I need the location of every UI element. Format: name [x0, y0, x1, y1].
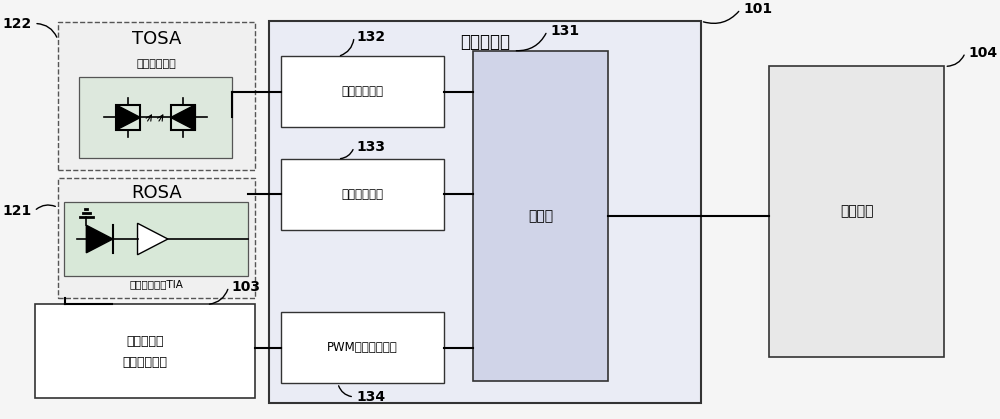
- Text: 104: 104: [968, 46, 997, 59]
- Bar: [473, 51, 608, 381]
- Bar: [281, 312, 444, 383]
- Text: 激光驱动电路: 激光驱动电路: [341, 85, 383, 98]
- Text: 存储器件: 存储器件: [840, 204, 873, 218]
- Text: 光电二极管和TIA: 光电二极管和TIA: [129, 279, 183, 289]
- Bar: [64, 202, 248, 276]
- Text: 133: 133: [357, 140, 386, 154]
- Text: PWM输出控制电路: PWM输出控制电路: [327, 341, 398, 354]
- Bar: [281, 57, 444, 127]
- Bar: [281, 159, 444, 230]
- Text: 激光发射光源: 激光发射光源: [137, 59, 176, 70]
- Text: ROSA: ROSA: [131, 184, 182, 202]
- Bar: [58, 178, 255, 297]
- Text: 光电二极管: 光电二极管: [126, 335, 164, 348]
- Bar: [769, 66, 944, 357]
- Text: 101: 101: [743, 2, 773, 16]
- Bar: [58, 22, 255, 170]
- Text: 134: 134: [357, 390, 386, 404]
- Text: 122: 122: [2, 16, 31, 31]
- Bar: [269, 21, 701, 403]
- Polygon shape: [171, 105, 195, 130]
- Text: 121: 121: [2, 204, 31, 218]
- Text: TOSA: TOSA: [132, 30, 181, 48]
- Text: 132: 132: [357, 30, 386, 44]
- Bar: [35, 305, 255, 398]
- Polygon shape: [116, 105, 140, 130]
- Polygon shape: [138, 223, 168, 255]
- Polygon shape: [86, 225, 113, 253]
- Text: 电压控制电路: 电压控制电路: [123, 357, 168, 370]
- Text: 限幅放大电路: 限幅放大电路: [341, 188, 383, 201]
- Text: 微控器: 微控器: [528, 209, 553, 223]
- Text: 131: 131: [550, 24, 579, 38]
- Text: 光模块芯片: 光模块芯片: [460, 33, 510, 51]
- Bar: [79, 77, 232, 158]
- Text: 103: 103: [232, 280, 261, 294]
